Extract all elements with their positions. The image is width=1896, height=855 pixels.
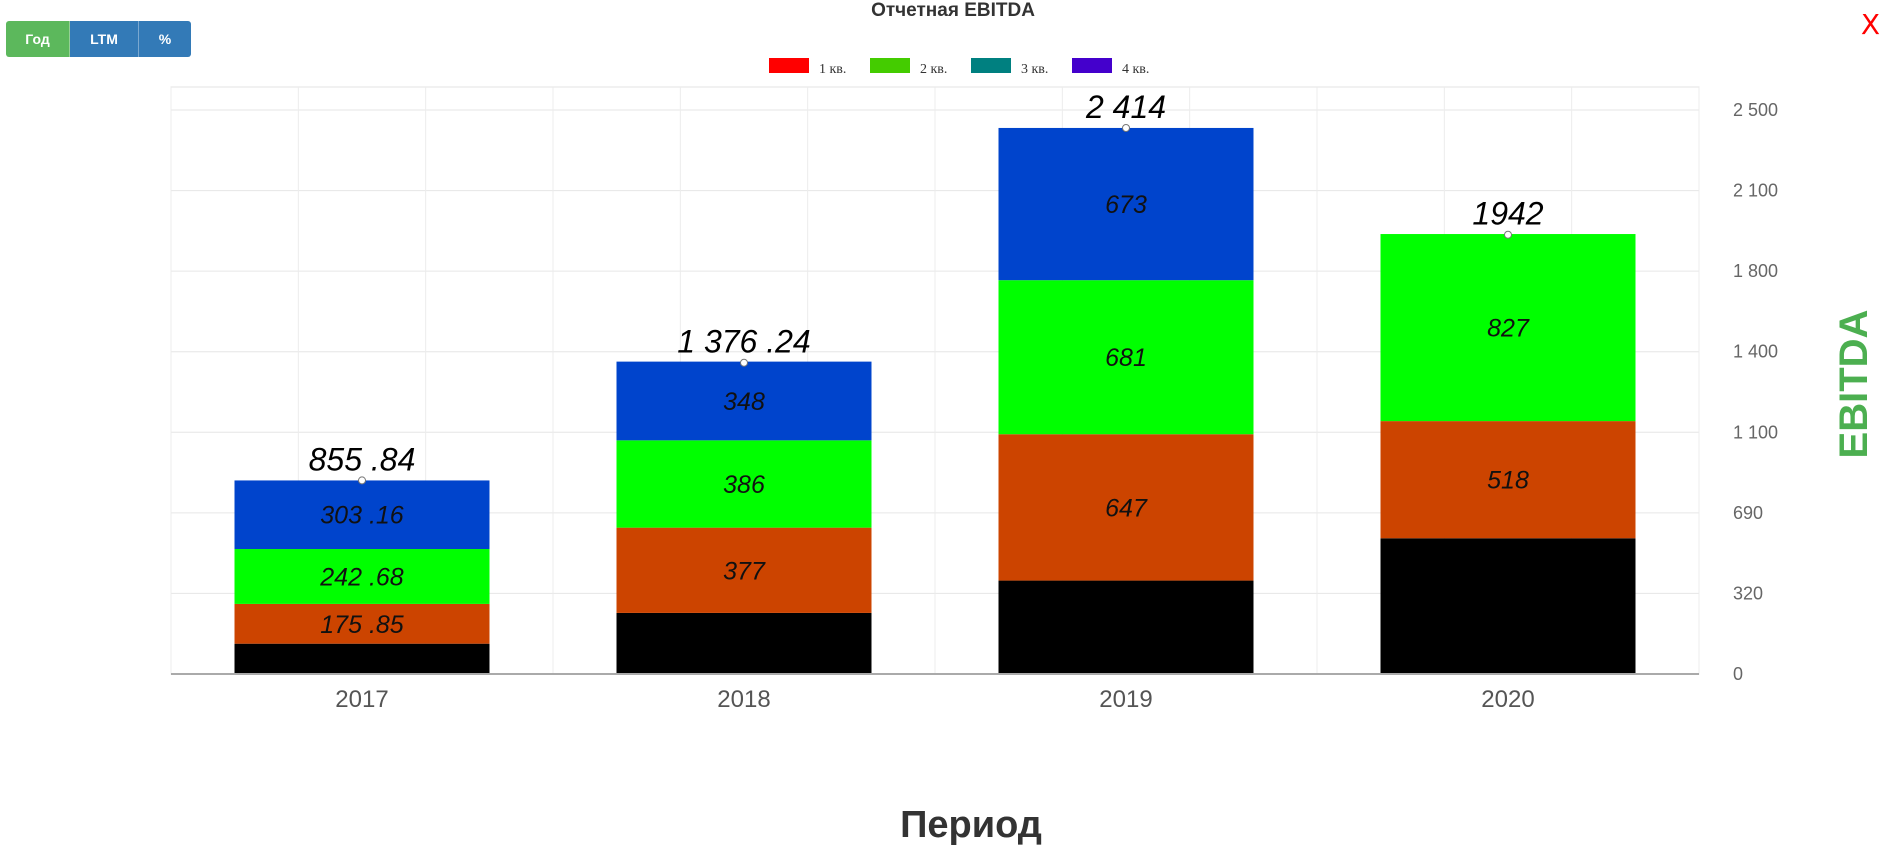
data-label: 386 <box>723 471 765 499</box>
data-label: 647 <box>1105 494 1148 522</box>
x-axis-title: Период <box>900 804 1042 846</box>
period-toggle-group: Год LTM % <box>6 21 191 57</box>
legend-swatch <box>769 58 809 73</box>
bar-segment <box>616 612 872 674</box>
bar-segment <box>1380 421 1636 539</box>
total-label: 2 414 <box>1085 89 1166 125</box>
legend-swatch <box>870 58 910 73</box>
total-point <box>1504 230 1512 239</box>
bar-segment <box>234 643 490 674</box>
data-label: 348 <box>723 388 765 416</box>
y-tick-label: 1 100 <box>1733 422 1778 442</box>
year-button[interactable]: Год <box>6 21 70 57</box>
data-label: 242 .68 <box>319 563 404 591</box>
total-point <box>740 358 748 367</box>
y-tick-label: 2 500 <box>1733 100 1778 120</box>
chart-title: Отчетная EBITDA <box>871 0 1035 21</box>
y-tick-label: 0 <box>1733 664 1743 684</box>
total-point <box>1122 123 1130 132</box>
x-tick-label: 2017 <box>335 686 388 713</box>
bar-segment <box>998 434 1254 581</box>
data-label: 673 <box>1105 191 1147 219</box>
bar-segment <box>234 549 490 604</box>
bar-segment <box>1380 538 1636 674</box>
total-point <box>358 476 366 485</box>
close-button[interactable]: X <box>1860 8 1880 41</box>
bar-segment <box>616 440 872 528</box>
bar-segment <box>998 280 1254 435</box>
total-label: 855 .84 <box>309 441 416 477</box>
total-label: 1 376 .24 <box>677 324 810 360</box>
ltm-button[interactable]: LTM <box>70 21 139 57</box>
data-label: 827 <box>1487 315 1530 343</box>
x-tick-label: 2019 <box>1099 686 1152 713</box>
x-tick-label: 2018 <box>717 686 770 713</box>
total-label: 1942 <box>1472 196 1543 232</box>
data-label: 175 .85 <box>320 611 404 639</box>
y-tick-label: 320 <box>1733 583 1763 603</box>
bar-segment <box>616 361 872 441</box>
legend-label: 2 кв. <box>920 62 947 77</box>
y-tick-label: 1 800 <box>1733 261 1778 281</box>
legend-swatch <box>971 58 1011 73</box>
data-label: 518 <box>1487 467 1529 495</box>
bar-segment <box>998 127 1254 281</box>
x-tick-label: 2020 <box>1481 686 1534 713</box>
bar-segment <box>234 480 490 550</box>
bar-segment <box>998 580 1254 674</box>
legend-label: 4 кв. <box>1122 62 1149 77</box>
bar-segment <box>616 527 872 613</box>
percent-button[interactable]: % <box>139 21 191 57</box>
data-label: 303 .16 <box>320 502 404 530</box>
y-tick-label: 690 <box>1733 503 1763 523</box>
legend-label: 1 кв. <box>819 62 846 77</box>
bar-segment <box>234 603 490 644</box>
y-tick-label: 2 100 <box>1733 181 1778 201</box>
y-tick-label: 1 400 <box>1733 342 1778 362</box>
legend-label: 3 кв. <box>1021 62 1048 77</box>
y-axis-title: EBITDA <box>1832 310 1876 459</box>
data-label: 377 <box>723 557 766 585</box>
data-label: 681 <box>1105 344 1147 372</box>
bar-segment <box>1380 234 1636 422</box>
legend-swatch <box>1072 58 1112 73</box>
